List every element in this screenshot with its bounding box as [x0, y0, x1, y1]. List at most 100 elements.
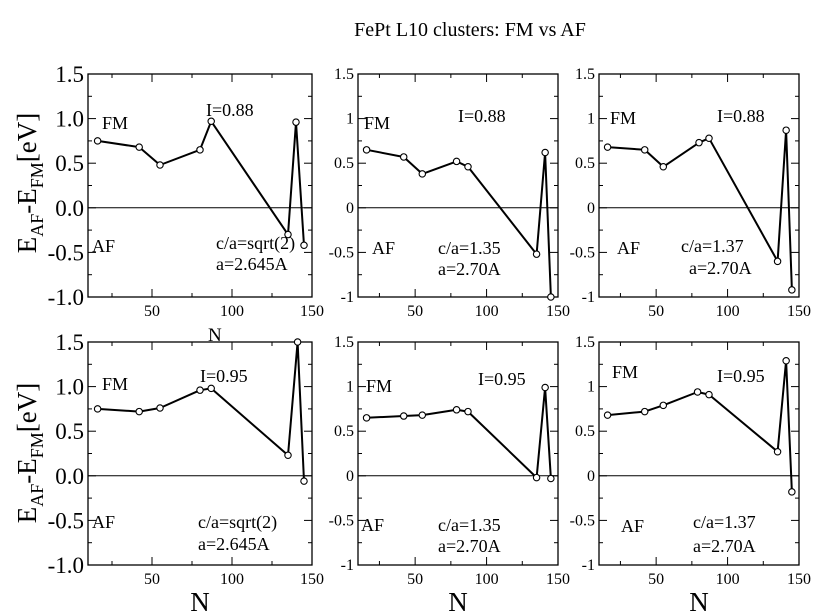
y-tick-label: -1.0	[48, 553, 84, 578]
y-tick-label: 1.0	[55, 375, 84, 400]
y-tick-label: -1.0	[48, 285, 84, 310]
y-tick-label: -0.5	[570, 512, 595, 529]
y-tick-label: 1.5	[575, 334, 595, 351]
annotation-a: a=2.645A	[198, 534, 270, 554]
x-tick-label: 50	[407, 303, 423, 320]
x-axis-label: N	[190, 587, 210, 614]
data-point	[135, 143, 143, 151]
data-point	[300, 241, 308, 250]
x-tick-label: 100	[220, 571, 244, 588]
data-point	[452, 406, 461, 414]
y-tick-label: 1.5	[334, 66, 354, 83]
panel-2: 1.5 1 0.5 0 -0.5 -1 50 100 150 FM AF I=0.88 c/a=1.35…	[329, 66, 570, 320]
y-tick-label: 0.5	[334, 155, 354, 172]
series-line	[97, 341, 305, 482]
panel-6: 1.5 1 0.5 0 -0.5 -1 50 100 150 N FM AF I=0.95 c/a=1.3…	[570, 334, 811, 614]
x-tick-label: 150	[546, 303, 570, 320]
data-point	[705, 390, 713, 399]
data-point	[362, 414, 371, 422]
x-tick-label: 50	[407, 571, 423, 588]
y-tick-label: -0.5	[48, 508, 84, 533]
data-point	[659, 401, 668, 410]
data-point	[773, 447, 782, 456]
data-point	[659, 163, 668, 171]
data-point	[93, 137, 102, 145]
data-point	[362, 146, 371, 154]
y-tick-label: 0.5	[575, 155, 595, 172]
ylabel-unit: [eV]	[12, 113, 42, 162]
x-tick-label: 50	[648, 571, 664, 588]
stray-n-label: N	[208, 325, 222, 346]
y-tick-label: 0.0	[55, 196, 84, 221]
annotation-af: AF	[92, 512, 115, 532]
y-tick-label: -1	[582, 557, 595, 574]
data-point	[399, 153, 408, 161]
data-point	[284, 230, 292, 239]
y-tick-label: 1.5	[575, 66, 595, 83]
data-point	[541, 383, 549, 392]
annotation-ca: c/a=1.37	[681, 236, 744, 256]
annotation-i: I=0.88	[458, 106, 506, 126]
annotation-af: AF	[361, 515, 384, 535]
ylabel-main: E	[12, 507, 42, 524]
y-tick-label: 0.5	[575, 423, 595, 440]
data-point	[640, 146, 649, 154]
data-point	[603, 411, 612, 419]
series-line	[607, 129, 793, 290]
data-point	[695, 138, 703, 147]
y-tick-label: 1.5	[334, 334, 354, 351]
data-point	[547, 474, 555, 483]
ylabel-sub-fm: FM	[27, 162, 47, 188]
series-line	[366, 148, 552, 298]
data-point	[418, 411, 427, 419]
data-point	[788, 286, 796, 294]
x-tick-label: 50	[144, 571, 160, 588]
data-point	[782, 356, 790, 365]
y-axis-label-bottom: EAF-EFM[eV]	[12, 383, 47, 523]
y-tick-label: 0.5	[55, 419, 84, 444]
data-point	[464, 163, 472, 171]
annotation-af: AF	[372, 238, 395, 258]
data-point	[292, 118, 300, 126]
y-tick-label: 1	[587, 379, 595, 396]
annotation-a: a=2.70A	[693, 536, 756, 556]
data-point	[452, 157, 461, 166]
svg-text:EAF-EFM[eV]: EAF-EFM[eV]	[12, 113, 47, 253]
annotation-a: a=2.70A	[689, 258, 752, 278]
x-tick-label: 150	[300, 303, 324, 320]
data-point	[640, 407, 649, 416]
y-tick-label: 0	[587, 468, 595, 485]
panel-3: 1.5 1 0.5 0 -0.5 -1 50 100 150 FM AF I=0.88 c/a=1.37…	[570, 66, 811, 320]
y-tick-label: 1	[346, 111, 354, 128]
svg-text:EAF-EFM[eV]: EAF-EFM[eV]	[12, 383, 47, 523]
y-tick-label: -0.5	[329, 244, 354, 261]
ylabel-unit: [eV]	[12, 383, 42, 432]
annotation-i: I=0.88	[206, 100, 254, 120]
data-point	[93, 405, 102, 413]
ylabel-dash: -E	[12, 188, 42, 213]
annotation-a: a=2.70A	[438, 259, 501, 279]
x-tick-label: 100	[475, 571, 499, 588]
data-point	[773, 257, 782, 266]
y-tick-label: 0.0	[55, 464, 84, 489]
data-point	[693, 388, 702, 396]
data-point	[196, 386, 204, 394]
y-tick-label: 0	[346, 468, 354, 485]
y-tick-label: 1.5	[55, 62, 84, 87]
chart-panels: 1.51.00.50.0-0.5-1.050 100 150FMAFI=0.88c/…	[48, 62, 811, 614]
y-tick-label: 1.5	[55, 330, 84, 355]
data-point	[532, 473, 541, 482]
y-tick-label: 1	[346, 379, 354, 396]
data-point	[603, 143, 612, 151]
annotation-ca: c/a=1.35	[438, 515, 501, 535]
data-point	[788, 488, 796, 496]
data-point	[532, 250, 541, 258]
data-point	[207, 384, 215, 393]
y-tick-label: 0.5	[55, 151, 84, 176]
data-point	[284, 451, 292, 460]
panel-1: 1.5 1.0 0.5 0.0 -0.5 -1.0 50 100 150 FM AF I=0.88 c/…	[48, 62, 324, 320]
y-axis-label-top: EAF-EFM[eV]	[12, 113, 47, 253]
data-point	[541, 148, 549, 157]
y-tick-label: 0	[587, 200, 595, 217]
